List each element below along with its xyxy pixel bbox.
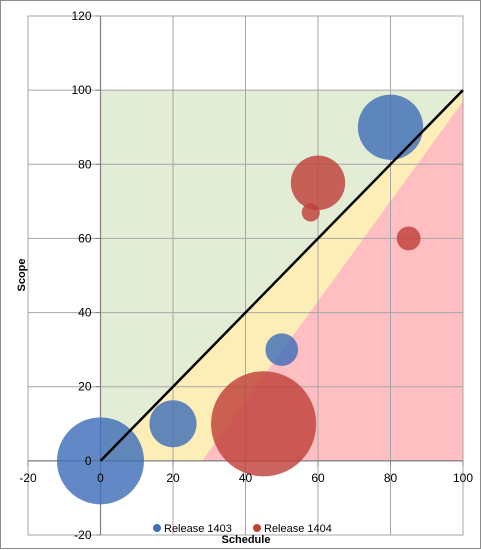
bubble-release-1404-1 xyxy=(290,155,346,211)
y-tick-label: -20 xyxy=(74,528,92,542)
x-tick-label: 80 xyxy=(384,471,398,485)
chart-legend: Release 1403 Release 1404 xyxy=(153,523,332,535)
y-tick-label: 0 xyxy=(85,454,92,468)
x-tick-label: 20 xyxy=(166,471,180,485)
y-tick-label: 60 xyxy=(78,231,92,245)
x-tick-label: 60 xyxy=(311,471,325,485)
legend-label-0: Release 1403 xyxy=(164,523,232,535)
bubble-release-1404-3 xyxy=(396,226,421,251)
legend-label-1: Release 1404 xyxy=(264,523,332,535)
bubble-release-1403-3 xyxy=(357,94,424,160)
y-tick-label: 100 xyxy=(71,83,91,97)
bubble-release-1404-2 xyxy=(301,203,320,222)
bubble-release-1404-0 xyxy=(211,371,317,477)
x-tick-label: -20 xyxy=(19,471,37,485)
x-axis-title: Schedule xyxy=(222,534,271,546)
tick-labels: -20 0 20 40 60 80 100 -20 0 20 40 60 80 100 120 xyxy=(19,9,473,542)
x-tick-label: 0 xyxy=(97,471,104,485)
y-axis-title: Scope xyxy=(16,258,28,291)
y-tick-label: 20 xyxy=(78,380,92,394)
bubble-release-1403-1 xyxy=(149,400,197,448)
y-tick-label: 80 xyxy=(78,157,92,171)
reference-line-group xyxy=(99,89,464,462)
bubble-release-1403-2 xyxy=(265,333,299,366)
legend-marker-0 xyxy=(153,524,161,532)
x-tick-label: 100 xyxy=(453,471,473,485)
legend-marker-1 xyxy=(253,524,261,532)
zone-2 xyxy=(202,101,463,461)
y-tick-label: 40 xyxy=(78,306,92,320)
x-tick-label: 40 xyxy=(239,471,253,485)
y-tick-label: 120 xyxy=(71,9,91,23)
reference-line xyxy=(99,89,464,462)
